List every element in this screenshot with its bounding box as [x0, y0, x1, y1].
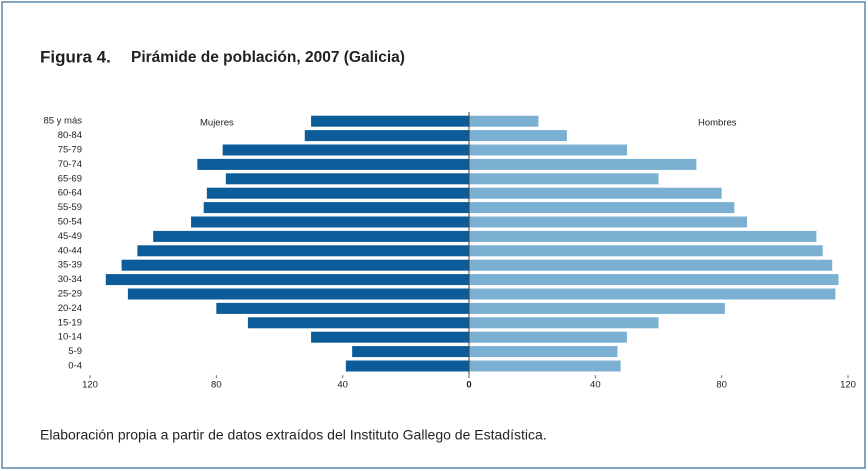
bar [153, 230, 469, 242]
bar [469, 115, 539, 127]
bar [469, 245, 823, 257]
x-tick-label: 80 [716, 380, 727, 391]
bar [216, 302, 469, 314]
bar [247, 317, 469, 329]
bar [352, 346, 469, 358]
y-tick-label: 10-14 [58, 332, 82, 343]
bar [469, 360, 621, 372]
y-tick-label: 85 y más [43, 116, 82, 127]
bar [469, 302, 725, 314]
y-tick-label: 30-34 [58, 274, 82, 285]
y-tick-label: 50-54 [58, 217, 82, 228]
bar [137, 245, 469, 257]
bar [469, 187, 722, 199]
bar [105, 274, 470, 286]
source-note: Elaboración propia a partir de datos ext… [40, 427, 547, 443]
y-tick-label: 60-64 [58, 188, 82, 199]
bar [469, 331, 627, 343]
figure-label: Figura 4. [40, 47, 111, 66]
bar [469, 130, 567, 142]
bar [469, 158, 697, 170]
x-tick-label: 0 [466, 380, 471, 391]
y-tick-label: 70-74 [58, 159, 82, 170]
x-tick-label: 120 [82, 380, 98, 391]
bar [304, 130, 469, 142]
y-tick-label: 0-4 [68, 361, 82, 372]
bar [469, 173, 659, 185]
legend-label: Hombres [698, 118, 737, 129]
bar [469, 274, 839, 286]
bar [469, 216, 747, 228]
bar [469, 144, 627, 156]
y-tick-label: 75-79 [58, 145, 82, 156]
bar [127, 288, 470, 300]
bar [225, 173, 469, 185]
x-tick-label: 80 [211, 380, 222, 391]
y-tick-label: 25-29 [58, 289, 82, 300]
bar [469, 202, 735, 214]
y-tick-label: 55-59 [58, 202, 82, 213]
bar [222, 144, 469, 156]
bar [203, 202, 469, 214]
y-tick-label: 35-39 [58, 260, 82, 271]
y-tick-label: 80-84 [58, 130, 82, 141]
bar [311, 115, 469, 127]
y-tick-label: 5-9 [68, 346, 82, 357]
x-tick-label: 40 [590, 380, 601, 391]
bar [311, 331, 469, 343]
y-tick-label: 65-69 [58, 173, 82, 184]
bar [121, 259, 469, 271]
bar [469, 346, 618, 358]
y-tick-label: 15-19 [58, 317, 82, 328]
bar [469, 259, 833, 271]
bar [469, 230, 817, 242]
bar [197, 158, 469, 170]
y-tick-label: 40-44 [58, 245, 82, 256]
bar [469, 288, 836, 300]
y-tick-label: 45-49 [58, 231, 82, 242]
bar [191, 216, 470, 228]
bar [345, 360, 469, 372]
bar [469, 317, 659, 329]
x-tick-label: 40 [337, 380, 348, 391]
chart-title: Pirámide de población, 2007 (Galicia) [131, 49, 405, 66]
bar [206, 187, 469, 199]
legend-label: Mujeres [200, 118, 234, 129]
x-tick-label: 120 [840, 380, 856, 391]
y-tick-label: 20-24 [58, 303, 82, 314]
